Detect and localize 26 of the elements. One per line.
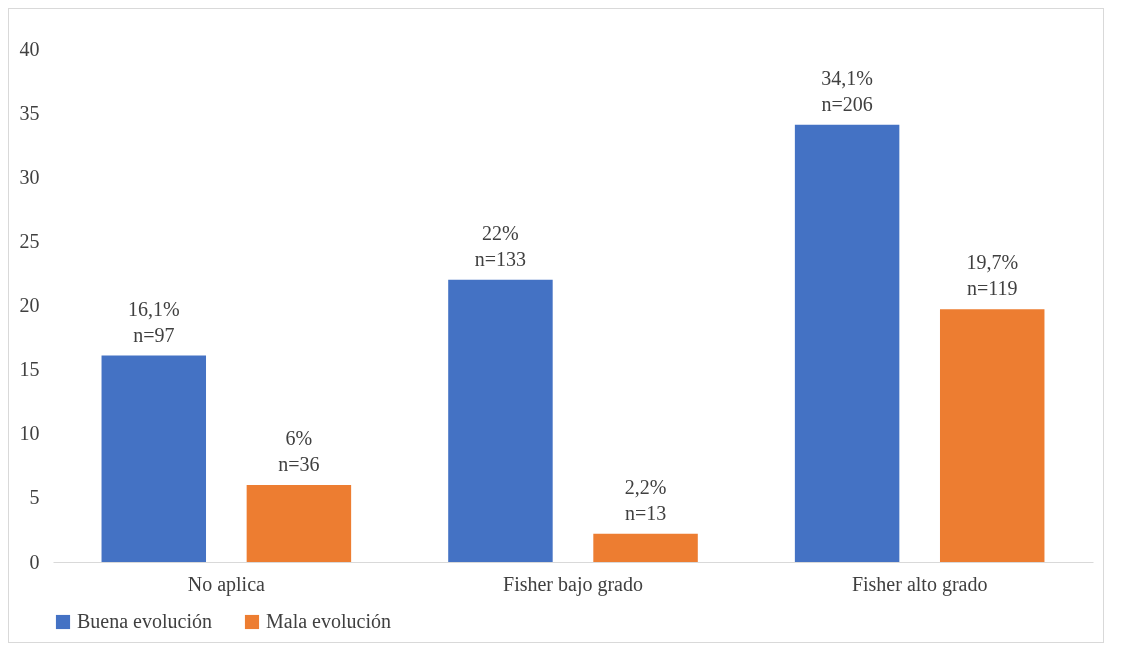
bar bbox=[939, 309, 1045, 562]
y-tick-label: 10 bbox=[19, 422, 40, 445]
bar bbox=[448, 279, 553, 562]
x-tick-label: Fisher alto grado bbox=[851, 572, 988, 596]
y-tick-label: 30 bbox=[19, 165, 40, 188]
y-tick-label: 15 bbox=[19, 358, 40, 381]
y-tick-label: 40 bbox=[19, 37, 40, 60]
data-label: 6% n=36 bbox=[278, 427, 320, 476]
legend-label: Buena evolución bbox=[77, 610, 212, 632]
bar bbox=[794, 124, 900, 562]
data-label: 22% n=133 bbox=[474, 221, 527, 270]
y-tick-label: 5 bbox=[29, 486, 40, 509]
data-label: 2,2% n=13 bbox=[624, 475, 667, 524]
data-label: 19,7% n=119 bbox=[966, 251, 1019, 300]
x-tick-label: Fisher bajo grado bbox=[503, 572, 643, 596]
y-tick-label: 35 bbox=[19, 101, 40, 124]
x-tick-label: No aplica bbox=[187, 572, 266, 596]
bar bbox=[593, 533, 698, 562]
bar bbox=[101, 355, 207, 562]
legend-label: Mala evolución bbox=[266, 610, 391, 632]
y-tick-label: 20 bbox=[19, 294, 40, 316]
data-label: 34,1% n=206 bbox=[821, 66, 873, 115]
bar bbox=[246, 485, 352, 562]
y-tick-label: 25 bbox=[19, 229, 40, 252]
y-tick-label: 0 bbox=[29, 550, 40, 573]
data-label: 16,1% n=97 bbox=[127, 297, 180, 346]
